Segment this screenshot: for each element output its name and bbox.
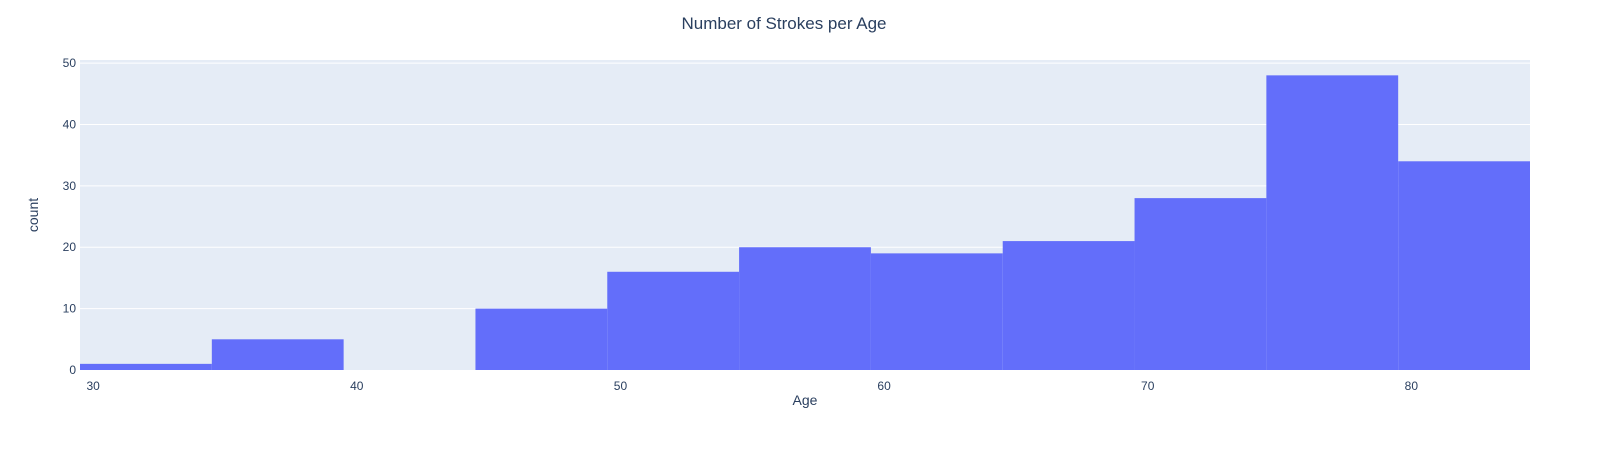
chart-title: Number of Strokes per Age [681, 14, 886, 33]
x-tick-label: 70 [1141, 379, 1155, 393]
histogram-bar [870, 253, 1003, 370]
x-tick-label: 40 [350, 379, 364, 393]
histogram-bar [211, 339, 344, 370]
histogram-bar [739, 247, 871, 370]
histogram-bar [475, 308, 608, 370]
x-tick-label: 50 [614, 379, 628, 393]
histogram-bar [1002, 241, 1135, 370]
bars [80, 75, 1530, 371]
y-tick-label: 50 [63, 56, 77, 70]
histogram-bar [1266, 75, 1399, 371]
y-axis-label: count [25, 198, 41, 232]
y-tick-label: 20 [63, 240, 77, 254]
x-axis-ticks: 30 40 50 60 70 80 [87, 379, 1419, 393]
histogram-bar [1134, 198, 1267, 370]
y-tick-label: 0 [69, 363, 76, 377]
y-axis-ticks: 0 10 20 30 40 50 [63, 56, 77, 377]
y-tick-label: 40 [63, 117, 77, 131]
y-tick-label: 30 [63, 179, 77, 193]
x-tick-label: 60 [877, 379, 891, 393]
histogram-bar [80, 363, 212, 370]
x-tick-label: 30 [87, 379, 101, 393]
x-axis-label: Age [793, 392, 818, 408]
y-tick-label: 10 [63, 302, 77, 316]
x-tick-label: 80 [1405, 379, 1419, 393]
histogram-bar [607, 271, 740, 370]
histogram-bar [1398, 161, 1530, 370]
